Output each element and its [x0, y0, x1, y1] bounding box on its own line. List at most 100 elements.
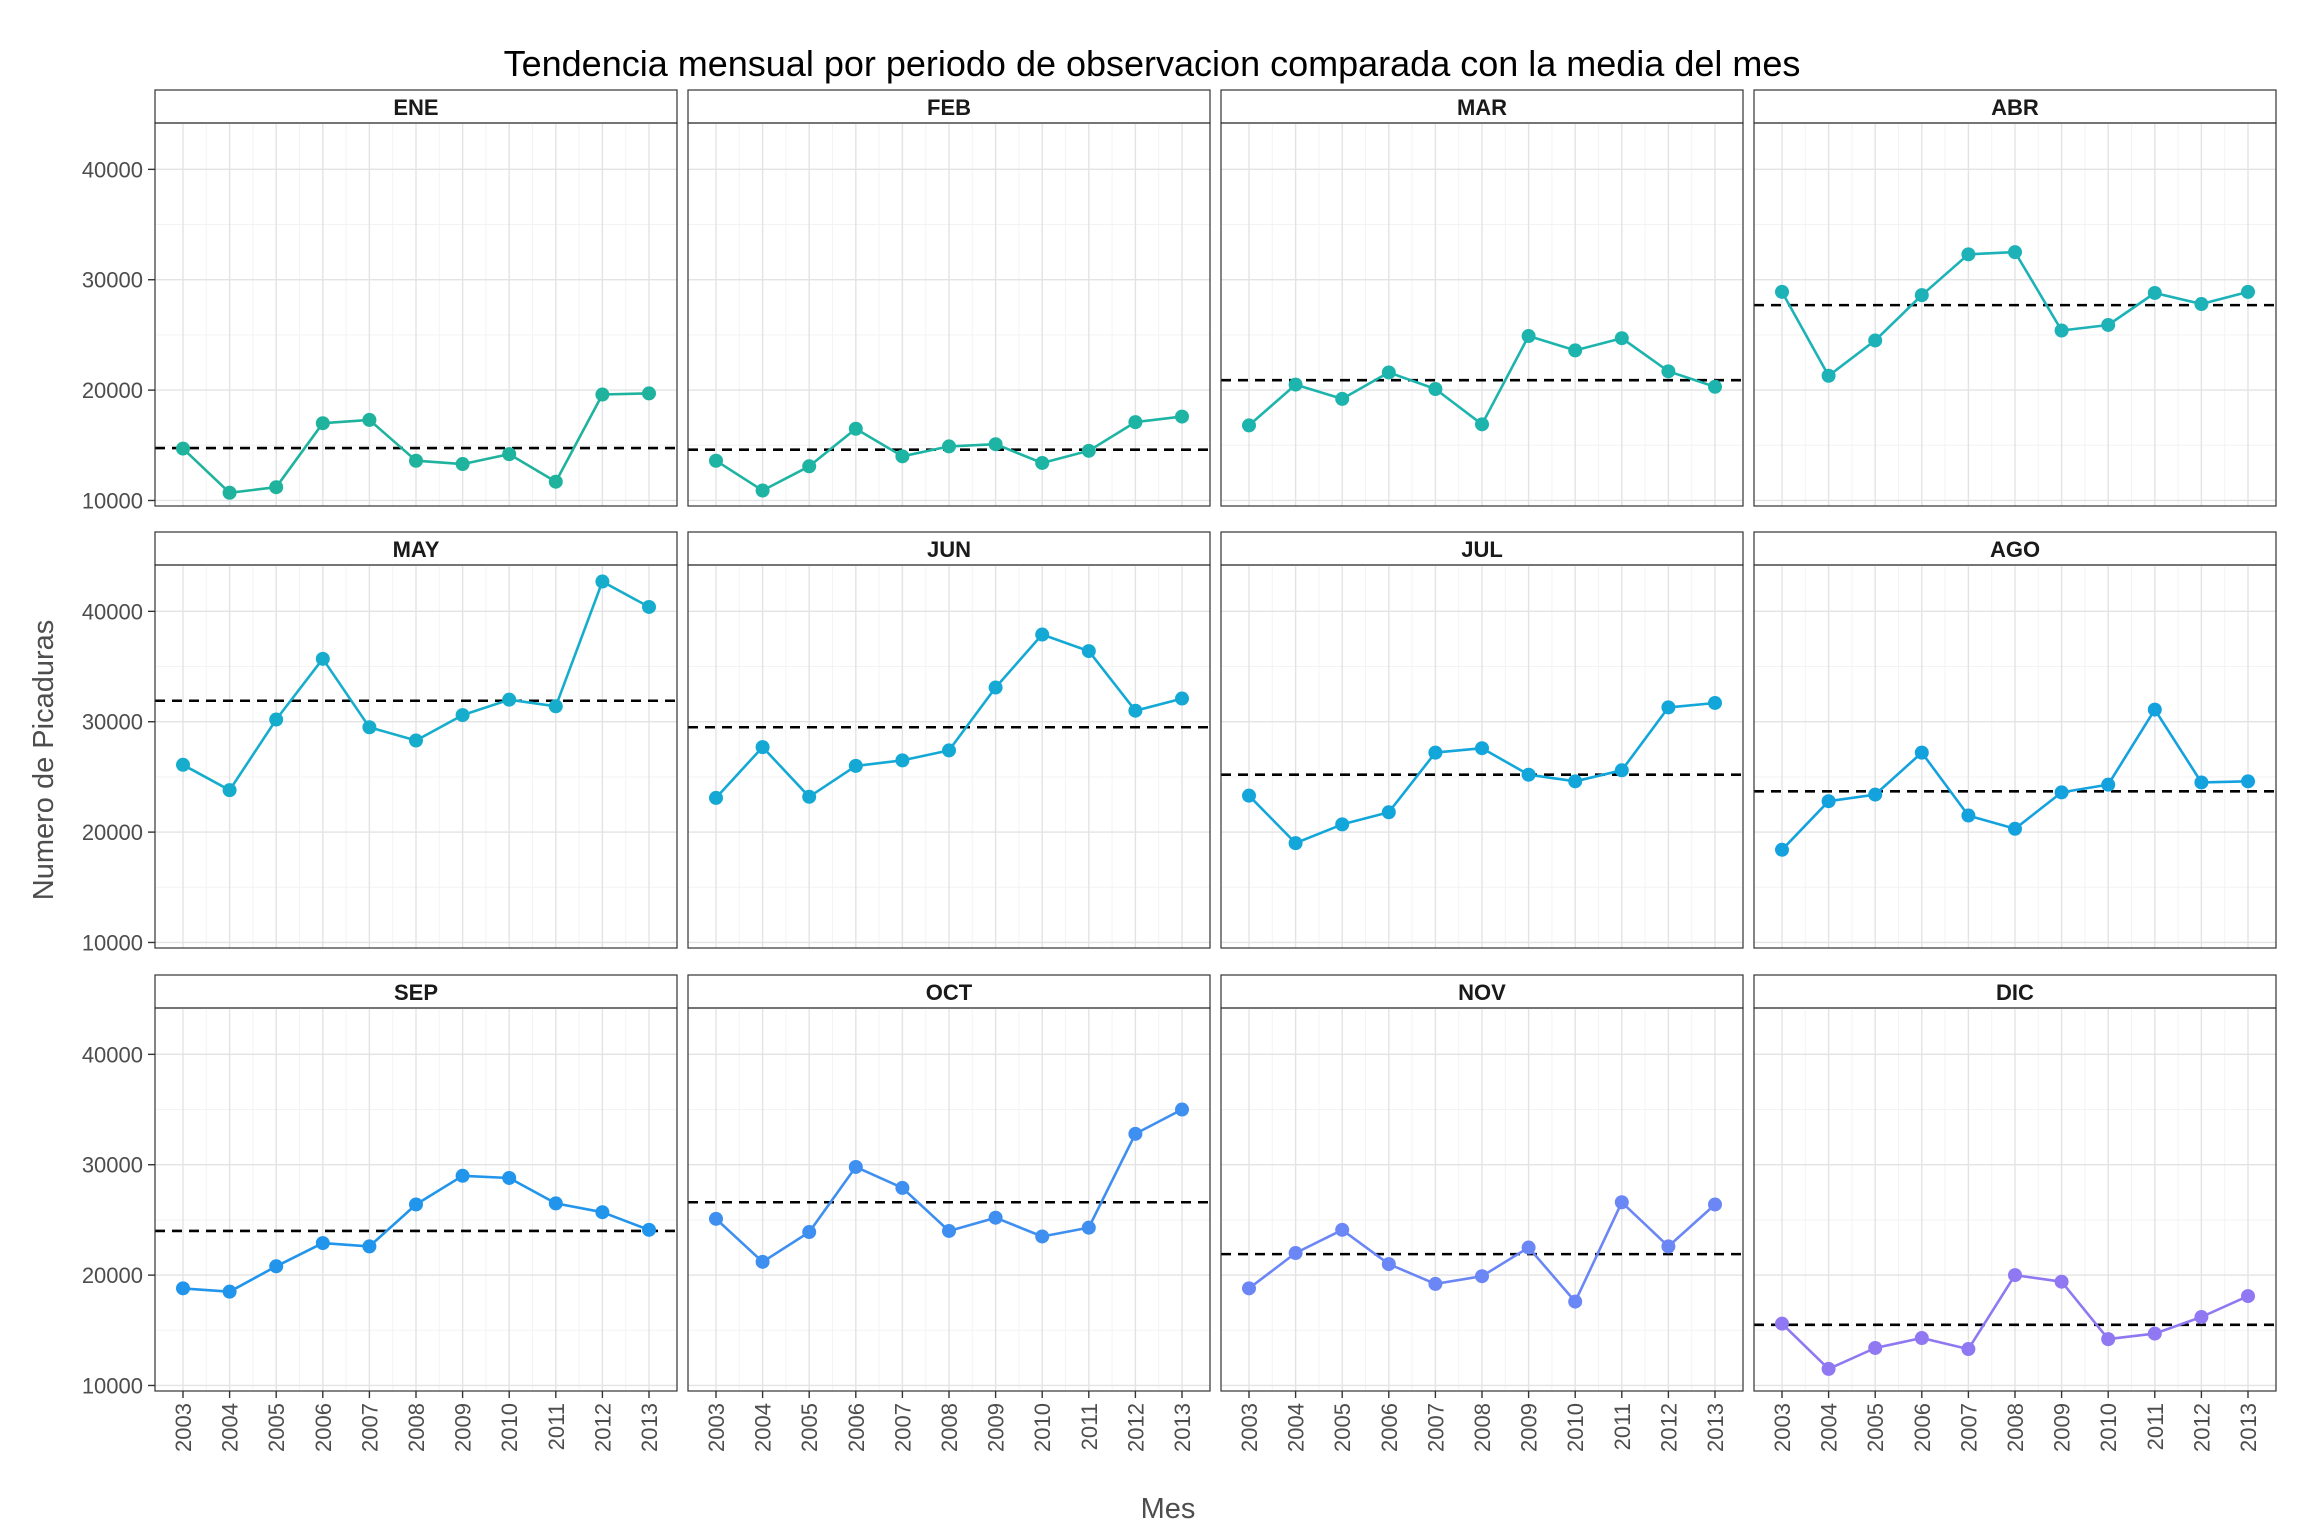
- x-tick-label: 2009: [2050, 1403, 2075, 1452]
- x-tick-label: 2009: [451, 1403, 476, 1452]
- data-point: [1128, 415, 1143, 430]
- panel-border: [687, 122, 1211, 507]
- data-point: [942, 1223, 956, 1238]
- data-point: [2194, 297, 2209, 312]
- data-point: [2008, 821, 2022, 836]
- y-tick-label: 40000: [82, 599, 143, 624]
- data-point: [1035, 627, 1050, 642]
- x-tick-label: 2012: [590, 1403, 615, 1452]
- data-point: [1381, 1257, 1396, 1272]
- panel-strip-label: MAR: [1457, 95, 1507, 120]
- data-point: [409, 733, 423, 748]
- data-point: [502, 447, 517, 462]
- data-point: [1661, 1239, 1676, 1254]
- x-tick-label: 2005: [264, 1403, 289, 1452]
- panel-strip-label: SEP: [394, 980, 438, 1005]
- y-tick-label: 30000: [82, 268, 143, 293]
- data-point: [1128, 1126, 1143, 1141]
- x-tick-label: 2007: [357, 1403, 382, 1452]
- x-tick-label: 2005: [1330, 1403, 1355, 1452]
- x-tick-label: 2004: [751, 1403, 776, 1452]
- data-point: [848, 421, 863, 436]
- data-point: [1128, 703, 1143, 718]
- panel-strip-label: OCT: [926, 980, 973, 1005]
- data-point: [1961, 808, 1976, 823]
- data-point: [1521, 767, 1536, 782]
- panel-dic: DIC 2003 2004 2005 2006 2007 2008 2009 2010 2011 2…: [1753, 974, 2277, 1452]
- data-point: [548, 474, 563, 489]
- data-point: [409, 453, 423, 468]
- data-point: [2147, 1326, 2162, 1341]
- data-point: [1475, 1269, 1489, 1284]
- data-point: [362, 1239, 377, 1254]
- x-tick-label: 2013: [637, 1403, 662, 1452]
- data-point: [1035, 455, 1050, 470]
- data-point: [1661, 364, 1676, 379]
- panel-border: [154, 122, 678, 507]
- data-point: [709, 790, 723, 805]
- data-point: [595, 1205, 610, 1220]
- panel-strip-label: ENE: [393, 95, 438, 120]
- data-point: [315, 651, 330, 666]
- data-point: [2101, 317, 2116, 332]
- data-point: [1288, 836, 1303, 851]
- data-point: [1568, 774, 1583, 789]
- data-point: [1961, 1342, 1976, 1357]
- data-point: [502, 692, 517, 707]
- data-point: [2194, 775, 2209, 790]
- data-point: [1868, 333, 1883, 348]
- data-point: [1175, 691, 1189, 706]
- x-tick-label: 2010: [1030, 1403, 1055, 1452]
- data-point: [1661, 700, 1676, 715]
- y-tick-label: 30000: [82, 1153, 143, 1178]
- data-point: [1914, 745, 1929, 760]
- data-point: [1821, 368, 1836, 383]
- data-point: [1868, 1340, 1883, 1355]
- data-point: [895, 449, 910, 464]
- data-point: [1428, 1276, 1443, 1291]
- x-tick-label: 2004: [1284, 1403, 1309, 1452]
- data-point: [1288, 1246, 1303, 1261]
- data-point: [1381, 805, 1396, 820]
- data-point: [2101, 777, 2116, 792]
- x-tick-label: 2011: [1077, 1403, 1102, 1450]
- x-tick-label: 2004: [218, 1403, 243, 1452]
- x-tick-label: 2011: [2143, 1403, 2168, 1450]
- data-point: [2008, 245, 2022, 260]
- panel-ene: ENE 10000 20000 30000 40000: [82, 89, 678, 513]
- data-point: [2194, 1310, 2209, 1325]
- data-point: [1914, 1331, 1929, 1346]
- data-point: [709, 1211, 723, 1226]
- data-point: [2054, 323, 2069, 338]
- panel-may: MAY 10000 20000 30000 40000: [82, 531, 678, 955]
- panel-border: [1753, 122, 2277, 507]
- panel-strip: [154, 89, 678, 124]
- panel-border: [154, 564, 678, 949]
- x-tick-label: 2010: [497, 1403, 522, 1452]
- panel-strip: [1753, 974, 2277, 1009]
- data-point: [2241, 1289, 2255, 1304]
- x-tick-label: 2008: [1470, 1403, 1495, 1452]
- data-point: [1081, 1220, 1096, 1235]
- data-point: [176, 757, 190, 772]
- x-tick-label: 2003: [704, 1403, 729, 1452]
- data-point: [1614, 1195, 1629, 1210]
- x-tick-label: 2010: [1563, 1403, 1588, 1452]
- panel-grid: ENE 10000 20000 30000 40000 FEB MAR ABR MAY 10000…: [82, 89, 2277, 1452]
- panel-jul: JUL: [1220, 531, 1744, 949]
- panel-strip: [1753, 531, 2277, 566]
- panel-abr: ABR: [1753, 89, 2277, 507]
- panel-strip-label: DIC: [1996, 980, 2034, 1005]
- x-tick-label: 2008: [404, 1403, 429, 1452]
- x-axis-label: Mes: [1141, 1493, 1196, 1525]
- panel-border: [1753, 564, 2277, 949]
- panel-strip: [687, 89, 1211, 124]
- data-point: [548, 699, 563, 714]
- data-point: [595, 387, 610, 402]
- data-point: [755, 1254, 770, 1269]
- panel-mar: MAR: [1220, 89, 1744, 507]
- data-point: [1568, 343, 1583, 358]
- y-tick-label: 40000: [82, 157, 143, 182]
- data-point: [1708, 1197, 1722, 1212]
- data-point: [1821, 1361, 1836, 1376]
